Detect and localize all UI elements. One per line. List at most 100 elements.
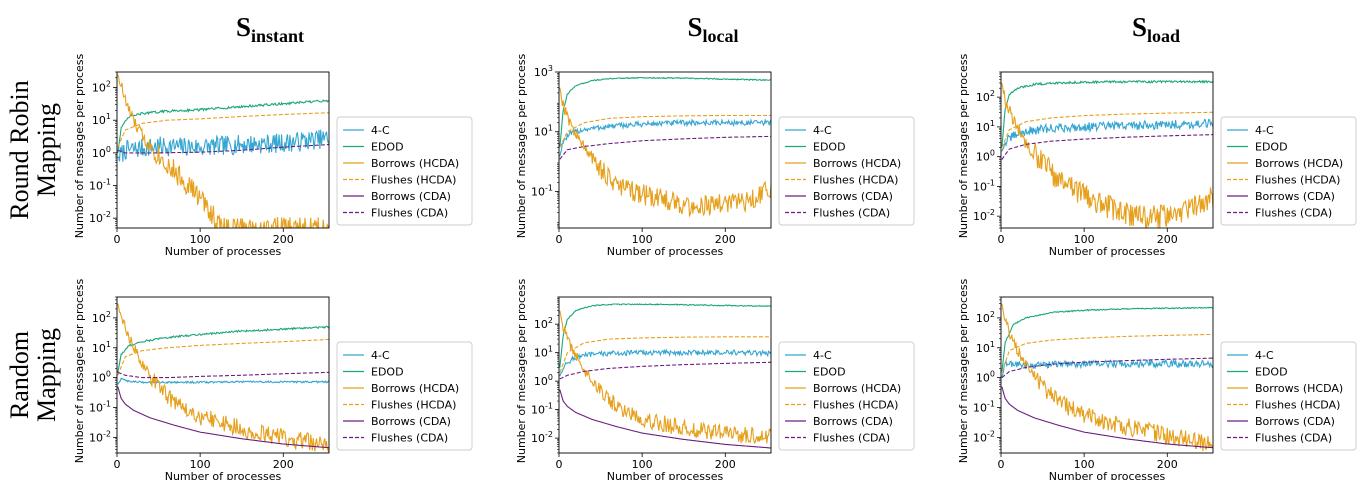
series-line-borrows-hcda — [559, 310, 771, 444]
legend: 4-C EDOD Borrows (HCDA) Flushes (HCDA) Borro… — [336, 116, 473, 226]
row-label-line: Random — [5, 331, 34, 419]
x-tick-label: 100 — [632, 233, 653, 246]
chart-panels: 0 100 200 10-2 10-1 100 101 102 Number of proces… — [73, 53, 1357, 480]
series-line-4-c — [117, 377, 329, 385]
column-title-local: Slocal — [687, 12, 738, 46]
y-tick-label: 102 — [92, 310, 111, 325]
legend-entry: Borrows (HCDA) — [1255, 382, 1343, 395]
series-line-borrows-cda — [1001, 386, 1213, 449]
series-line-flushes-hcda — [559, 336, 771, 373]
x-tick-label: 200 — [715, 458, 736, 471]
x-axis-label: Number of processes — [607, 470, 724, 480]
legend: 4-C EDOD Borrows (HCDA) Flushes (HCDA) Borro… — [1220, 116, 1357, 226]
y-tick-label: 102 — [534, 316, 553, 331]
legend-entry: Borrows (CDA) — [1255, 415, 1335, 428]
legend-entry: EDOD — [371, 141, 404, 154]
x-tick-label: 100 — [1074, 233, 1095, 246]
y-tick-label: 100 — [92, 145, 111, 160]
legend-entry: 4-C — [813, 349, 832, 362]
legend-entry: 4-C — [813, 124, 832, 137]
plot-area — [117, 74, 329, 228]
legend-entry: Flushes (CDA) — [371, 207, 448, 220]
x-tick-label: 0 — [998, 458, 1005, 471]
legend-entry: Flushes (HCDA) — [371, 174, 456, 187]
series-line-edod — [1001, 306, 1213, 373]
series-line-flushes-cda — [117, 371, 329, 379]
series-line-borrows-hcda — [1001, 82, 1213, 228]
legend-box — [778, 341, 915, 451]
y-tick-label: 10-2 — [973, 208, 995, 223]
chart-panel-r0-c2: 0 100 200 10-2 10-1 100 101 102 Number of proces… — [957, 53, 1357, 258]
series-line-4-c — [1001, 358, 1213, 378]
plot-area — [1001, 79, 1213, 228]
y-tick-label: 10-2 — [531, 430, 553, 445]
legend-entry: EDOD — [1255, 366, 1288, 379]
x-tick-label: 0 — [114, 458, 121, 471]
x-tick-label: 100 — [1074, 458, 1095, 471]
axes-frame — [1000, 71, 1214, 229]
legend: 4-C EDOD Borrows (HCDA) Flushes (HCDA) Borro… — [1220, 341, 1357, 451]
column-title-instant: Sinstant — [236, 12, 304, 46]
legend-box — [1220, 116, 1357, 226]
y-axis-label: Number of messages per process — [515, 53, 528, 238]
series-line-flushes-cda — [559, 361, 771, 380]
y-tick-label: 101 — [976, 119, 995, 134]
series-line-flushes-hcda — [1001, 333, 1213, 373]
series-line-flushes-hcda — [559, 114, 771, 148]
column-title-sub: local — [703, 26, 739, 46]
legend-entry: Borrows (HCDA) — [813, 382, 901, 395]
legend-entry: Borrows (HCDA) — [371, 382, 459, 395]
x-tick-label: 200 — [273, 233, 294, 246]
x-tick-label: 200 — [715, 233, 736, 246]
column-title-sub: instant — [251, 26, 304, 46]
x-tick-label: 200 — [1157, 458, 1178, 471]
y-tick-label: 10-1 — [531, 402, 553, 417]
legend-entry: Flushes (HCDA) — [1255, 174, 1340, 187]
y-tick-label: 102 — [976, 310, 995, 325]
x-tick-label: 200 — [1157, 233, 1178, 246]
y-axis-label: Number of messages per process — [957, 53, 970, 238]
legend-entry: Flushes (HCDA) — [371, 399, 456, 412]
y-tick-label: 102 — [976, 89, 995, 104]
legend-entry: Flushes (CDA) — [1255, 432, 1332, 445]
legend-entry: Borrows (HCDA) — [371, 157, 459, 170]
series-line-borrows-hcda — [559, 87, 771, 218]
series-line-flushes-hcda — [1001, 111, 1213, 148]
y-tick-label: 10-1 — [531, 183, 553, 198]
column-titles: Sinstant Slocal Sload — [236, 12, 1180, 46]
legend-entry: Flushes (CDA) — [1255, 207, 1332, 220]
y-tick-label: 101 — [92, 112, 111, 127]
series-line-flushes-hcda — [117, 112, 329, 148]
plot-area — [559, 303, 771, 449]
x-axis-label: Number of processes — [607, 245, 724, 258]
y-tick-label: 100 — [976, 149, 995, 164]
axes-frame — [1000, 296, 1214, 454]
legend-box — [336, 341, 473, 451]
series-line-borrows-cda — [559, 389, 771, 449]
legend: 4-C EDOD Borrows (HCDA) Flushes (HCDA) Borro… — [778, 341, 915, 451]
series-line-4-c — [117, 129, 329, 162]
legend-entry: Flushes (CDA) — [371, 432, 448, 445]
plot-area — [117, 303, 329, 453]
row-label-line: Mapping — [32, 103, 61, 197]
series-line-4-c — [559, 348, 771, 377]
x-tick-label: 100 — [190, 233, 211, 246]
series-line-flushes-cda — [117, 143, 329, 154]
series-line-edod — [559, 76, 771, 148]
series-line-edod — [117, 325, 329, 373]
chart-panel-r0-c1: 0 100 200 10-1 101 103 Number of processes Numb… — [515, 53, 915, 258]
legend-entry: 4-C — [1255, 124, 1274, 137]
y-axis-label: Number of messages per process — [515, 278, 528, 463]
legend-entry: Borrows (CDA) — [813, 415, 893, 428]
x-tick-label: 100 — [632, 458, 653, 471]
y-tick-label: 10-2 — [89, 429, 111, 444]
axes-frame — [116, 71, 330, 229]
y-tick-label: 103 — [534, 64, 553, 79]
series-line-flushes-cda — [1001, 357, 1213, 379]
legend-box — [1220, 341, 1357, 451]
legend-entry: Flushes (CDA) — [813, 207, 890, 220]
series-line-flushes-cda — [1001, 134, 1213, 160]
